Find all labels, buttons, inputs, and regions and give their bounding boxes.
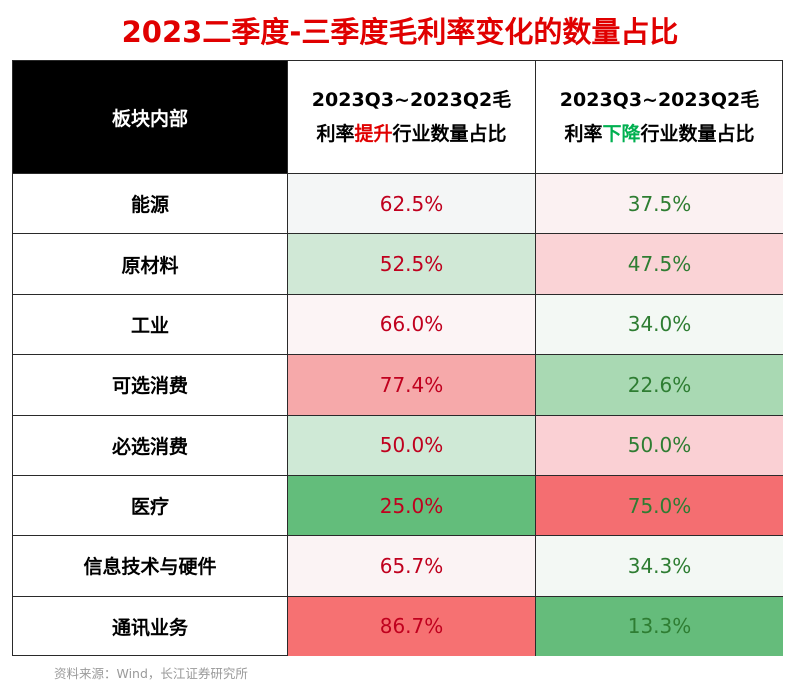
increase-share-cell: 86.7%	[287, 595, 535, 656]
decrease-share-cell: 37.5%	[535, 173, 783, 234]
decrease-share-cell: 13.3%	[535, 595, 783, 656]
decrease-share-cell: 75.0%	[535, 474, 783, 536]
row-label: 医疗	[12, 474, 287, 536]
row-label: 信息技术与硬件	[12, 535, 287, 596]
decrease-emphasis: 下降	[602, 123, 641, 145]
increase-share-cell: 66.0%	[287, 293, 535, 355]
increase-emphasis: 提升	[354, 123, 393, 145]
row-label: 必选消费	[12, 414, 287, 475]
decrease-share-cell: 34.0%	[535, 293, 783, 355]
column-header-decrease-prefix: 利率	[564, 123, 603, 145]
increase-share-cell: 50.0%	[287, 414, 535, 475]
column-header-decrease-line2: 利率下降行业数量占比	[564, 117, 754, 151]
row-label: 工业	[12, 293, 287, 355]
column-header-decrease-line1: 2023Q3~2023Q2毛	[559, 89, 760, 111]
row-label: 可选消费	[12, 354, 287, 415]
increase-share-cell: 65.7%	[287, 535, 535, 596]
column-header-increase-line2: 利率提升行业数量占比	[316, 117, 506, 151]
increase-share-cell: 25.0%	[287, 474, 535, 536]
source-note: 资料来源：Wind，长江证券研究所	[54, 666, 248, 681]
decrease-share-cell: 34.3%	[535, 535, 783, 596]
percentage-table: 板块内部 2023Q3~2023Q2毛 利率提升行业数量占比 2023Q3~20…	[12, 60, 783, 656]
column-header-increase-line1: 2023Q3~2023Q2毛	[311, 89, 512, 111]
column-header-increase-suffix: 行业数量占比	[392, 123, 507, 145]
column-header-decrease-suffix: 行业数量占比	[640, 123, 755, 145]
column-header-increase-prefix: 利率	[316, 123, 355, 145]
row-label: 通讯业务	[12, 595, 287, 656]
increase-share-cell: 52.5%	[287, 233, 535, 294]
decrease-share-cell: 22.6%	[535, 354, 783, 415]
column-header-increase: 2023Q3~2023Q2毛 利率提升行业数量占比	[287, 60, 535, 173]
decrease-share-cell: 50.0%	[535, 414, 783, 475]
column-header-decrease: 2023Q3~2023Q2毛 利率下降行业数量占比	[535, 60, 783, 173]
increase-share-cell: 77.4%	[287, 354, 535, 415]
corner-header: 板块内部	[12, 60, 287, 173]
chart-title: 2023二季度-三季度毛利率变化的数量占比	[121, 15, 679, 49]
decrease-share-cell: 47.5%	[535, 233, 783, 294]
increase-share-cell: 62.5%	[287, 173, 535, 234]
row-label: 原材料	[12, 233, 287, 294]
row-label: 能源	[12, 173, 287, 234]
